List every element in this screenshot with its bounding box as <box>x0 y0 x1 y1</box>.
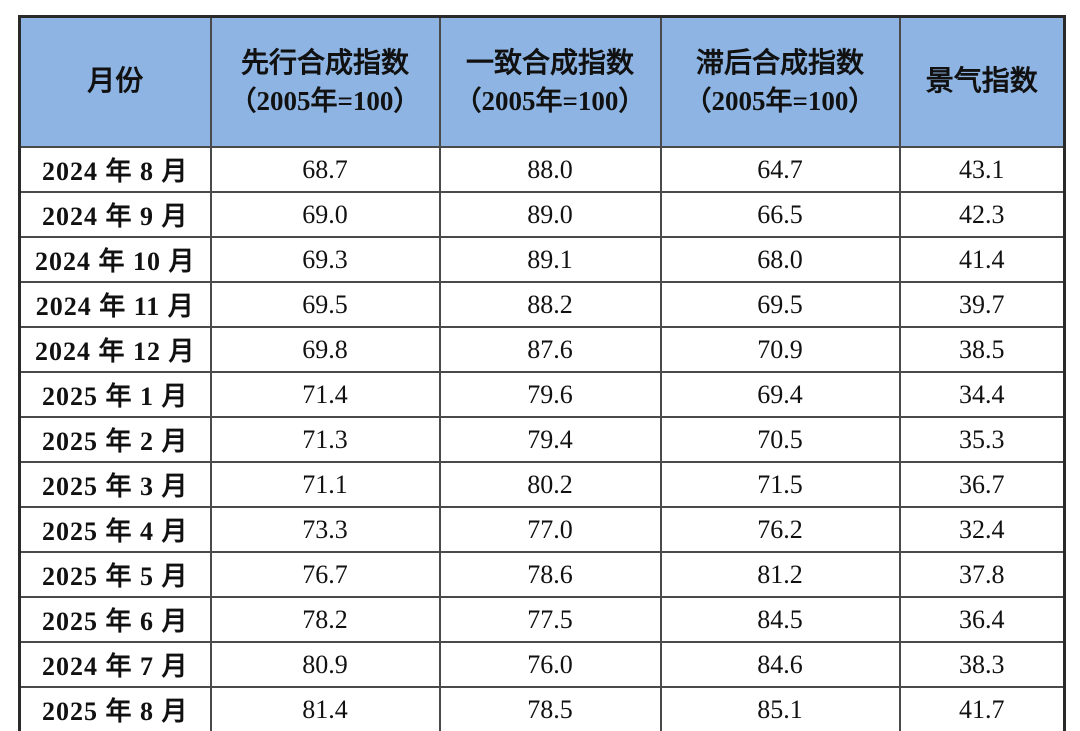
cell-leading-index: 81.4 <box>209 686 441 731</box>
cell-prosperity-index: 38.3 <box>898 641 1066 688</box>
cell-lagging-index: 69.4 <box>659 371 901 418</box>
cell-prosperity-index: 37.8 <box>898 551 1066 598</box>
cell-coincident-index: 80.2 <box>438 461 662 508</box>
cell-month: 2024 年 11 月 <box>18 281 212 328</box>
cell-month: 2024 年 10 月 <box>18 236 212 283</box>
cell-month: 2025 年 1 月 <box>18 371 212 418</box>
cell-month: 2024 年 8 月 <box>18 146 212 193</box>
cell-prosperity-index: 41.7 <box>898 686 1066 731</box>
table-row: 2024 年 12 月 69.8 87.6 70.9 38.5 <box>18 326 1066 373</box>
header-label: 月份 <box>87 66 144 98</box>
indices-table: 月份 先行合成指数 （2005年=100） 一致合成指数 （2005年=100）… <box>18 15 1066 731</box>
cell-month: 2025 年 6 月 <box>18 596 212 643</box>
header-cell-coincident-index: 一致合成指数 （2005年=100） <box>438 15 662 148</box>
cell-month: 2025 年 2 月 <box>18 416 212 463</box>
cell-coincident-index: 77.0 <box>438 506 662 553</box>
cell-lagging-index: 68.0 <box>659 236 901 283</box>
cell-prosperity-index: 36.4 <box>898 596 1066 643</box>
cell-lagging-index: 70.5 <box>659 416 901 463</box>
cell-coincident-index: 89.0 <box>438 191 662 238</box>
cell-lagging-index: 69.5 <box>659 281 901 328</box>
table-row: 2024 年 9 月 69.0 89.0 66.5 42.3 <box>18 191 1066 238</box>
cell-leading-index: 78.2 <box>209 596 441 643</box>
cell-prosperity-index: 34.4 <box>898 371 1066 418</box>
cell-leading-index: 69.5 <box>209 281 441 328</box>
cell-coincident-index: 78.6 <box>438 551 662 598</box>
cell-lagging-index: 64.7 <box>659 146 901 193</box>
cell-month: 2024 年 9 月 <box>18 191 212 238</box>
cell-leading-index: 69.0 <box>209 191 441 238</box>
table-row: 2025 年 5 月 76.7 78.6 81.2 37.8 <box>18 551 1066 598</box>
table-row: 2025 年 3 月 71.1 80.2 71.5 36.7 <box>18 461 1066 508</box>
cell-prosperity-index: 32.4 <box>898 506 1066 553</box>
cell-prosperity-index: 35.3 <box>898 416 1066 463</box>
cell-month: 2025 年 3 月 <box>18 461 212 508</box>
cell-coincident-index: 78.5 <box>438 686 662 731</box>
header-cell-prosperity-index: 景气指数 <box>898 15 1066 148</box>
cell-prosperity-index: 43.1 <box>898 146 1066 193</box>
cell-leading-index: 71.4 <box>209 371 441 418</box>
header-label: 一致合成指数 <box>465 47 634 79</box>
header-label: 滞后合成指数 <box>695 47 864 79</box>
cell-lagging-index: 85.1 <box>659 686 901 731</box>
table-row: 2024 年 11 月 69.5 88.2 69.5 39.7 <box>18 281 1066 328</box>
cell-lagging-index: 76.2 <box>659 506 901 553</box>
cell-lagging-index: 84.6 <box>659 641 901 688</box>
cell-leading-index: 76.7 <box>209 551 441 598</box>
table-row: 2025 年 1 月 71.4 79.6 69.4 34.4 <box>18 371 1066 418</box>
cell-leading-index: 80.9 <box>209 641 441 688</box>
cell-leading-index: 69.8 <box>209 326 441 373</box>
cell-month: 2024 年 7 月 <box>18 641 212 688</box>
cell-lagging-index: 70.9 <box>659 326 901 373</box>
table-row: 2024 年 8 月 68.7 88.0 64.7 43.1 <box>18 146 1066 193</box>
cell-coincident-index: 89.1 <box>438 236 662 283</box>
cell-lagging-index: 84.5 <box>659 596 901 643</box>
cell-prosperity-index: 41.4 <box>898 236 1066 283</box>
cell-month: 2025 年 4 月 <box>18 506 212 553</box>
cell-prosperity-index: 38.5 <box>898 326 1066 373</box>
cell-lagging-index: 71.5 <box>659 461 901 508</box>
cell-coincident-index: 87.6 <box>438 326 662 373</box>
cell-coincident-index: 88.0 <box>438 146 662 193</box>
cell-coincident-index: 88.2 <box>438 281 662 328</box>
table-row: 2024 年 7 月 80.9 76.0 84.6 38.3 <box>18 641 1066 688</box>
header-label: 景气指数 <box>925 66 1038 98</box>
table-row: 2025 年 4 月 73.3 77.0 76.2 32.4 <box>18 506 1066 553</box>
table-body: 2024 年 8 月 68.7 88.0 64.7 43.1 2024 年 9 … <box>18 146 1066 731</box>
header-cell-month: 月份 <box>18 15 212 148</box>
cell-lagging-index: 66.5 <box>659 191 901 238</box>
table-row: 2025 年 8 月 81.4 78.5 85.1 41.7 <box>18 686 1066 731</box>
table-header-row: 月份 先行合成指数 （2005年=100） 一致合成指数 （2005年=100）… <box>18 15 1066 148</box>
cell-prosperity-index: 39.7 <box>898 281 1066 328</box>
cell-lagging-index: 81.2 <box>659 551 901 598</box>
cell-month: 2025 年 5 月 <box>18 551 212 598</box>
cell-leading-index: 69.3 <box>209 236 441 283</box>
table-row: 2024 年 10 月 69.3 89.1 68.0 41.4 <box>18 236 1066 283</box>
cell-coincident-index: 79.4 <box>438 416 662 463</box>
header-sublabel: （2005年=100） <box>229 85 421 116</box>
cell-leading-index: 73.3 <box>209 506 441 553</box>
header-cell-lagging-index: 滞后合成指数 （2005年=100） <box>659 15 901 148</box>
cell-prosperity-index: 42.3 <box>898 191 1066 238</box>
header-label: 先行合成指数 <box>240 47 409 79</box>
cell-leading-index: 71.1 <box>209 461 441 508</box>
cell-prosperity-index: 36.7 <box>898 461 1066 508</box>
cell-coincident-index: 77.5 <box>438 596 662 643</box>
table-row: 2025 年 6 月 78.2 77.5 84.5 36.4 <box>18 596 1066 643</box>
cell-coincident-index: 79.6 <box>438 371 662 418</box>
header-sublabel: （2005年=100） <box>684 85 876 116</box>
cell-leading-index: 68.7 <box>209 146 441 193</box>
header-sublabel: （2005年=100） <box>454 85 646 116</box>
header-cell-leading-index: 先行合成指数 （2005年=100） <box>209 15 441 148</box>
cell-leading-index: 71.3 <box>209 416 441 463</box>
cell-month: 2024 年 12 月 <box>18 326 212 373</box>
table-row: 2025 年 2 月 71.3 79.4 70.5 35.3 <box>18 416 1066 463</box>
cell-month: 2025 年 8 月 <box>18 686 212 731</box>
cell-coincident-index: 76.0 <box>438 641 662 688</box>
